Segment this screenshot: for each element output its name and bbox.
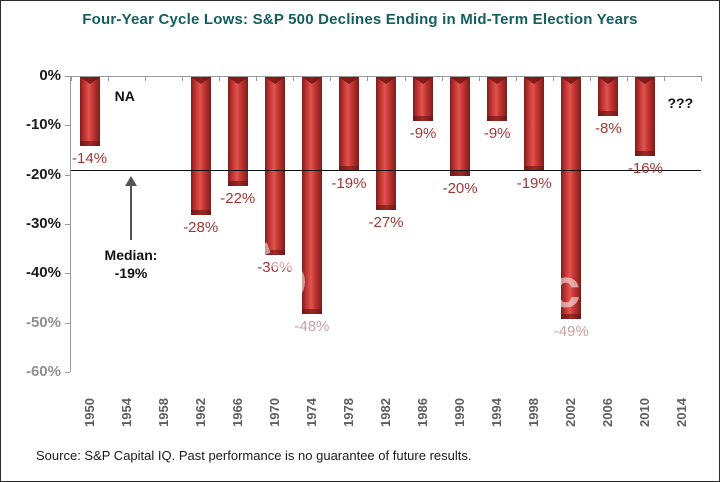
value-axis-line (70, 76, 71, 372)
x-axis-label-1966: 1966 (229, 398, 245, 427)
category-axis-tick (182, 76, 184, 81)
chart-title: Four-Year Cycle Lows: S&P 500 Declines E… (82, 11, 638, 28)
bar-2006 (598, 77, 619, 116)
bar-value-label-1970: -36% (257, 259, 293, 276)
value-axis-tick-label: -40% (25, 264, 61, 282)
unknown-future-label: ??? (667, 95, 694, 111)
bar-value-label-1982: -27% (368, 214, 404, 231)
category-axis-tick (219, 76, 221, 81)
bar-1966 (227, 77, 248, 186)
value-axis-tick (65, 174, 70, 176)
value-axis-tick-label: 0% (39, 67, 61, 84)
category-axis-tick (515, 76, 517, 81)
value-axis-tick-label: -50% (25, 313, 61, 331)
bar-1974 (301, 77, 322, 314)
bar-value-label-1962: -28% (183, 219, 219, 236)
category-axis-tick (701, 76, 702, 81)
value-axis-tick (65, 224, 70, 225)
watermark-text: photobucket (323, 257, 664, 319)
x-axis-label-1962: 1962 (192, 398, 208, 427)
x-axis-label-1994: 1994 (489, 398, 505, 427)
bar-2002 (561, 77, 582, 319)
bar-value-label-2002: -49% (553, 323, 589, 340)
median-line (71, 170, 701, 171)
bar-1986 (413, 77, 434, 121)
category-axis-line (70, 76, 701, 77)
bar-1998 (524, 77, 545, 171)
x-axis-label-1958: 1958 (155, 398, 171, 427)
x-axis-label-2002: 2002 (563, 398, 579, 427)
bar-1962 (190, 77, 211, 215)
median-note: Median: -19% (104, 247, 158, 281)
x-axis-label-1974: 1974 (303, 398, 319, 427)
category-axis-tick (256, 76, 258, 81)
bar-value-label-1986: -9% (409, 125, 437, 142)
median-arrow-icon (125, 176, 137, 186)
bar-value-label-1966: -22% (220, 190, 256, 207)
x-axis-label-1978: 1978 (340, 398, 356, 427)
value-axis-tick-label: -60% (25, 363, 61, 380)
x-axis-label-1970: 1970 (266, 398, 282, 427)
bar-value-label-2006: -8% (595, 120, 622, 137)
bar-value-label-2010: -16% (627, 160, 663, 177)
value-axis-tick-label: -20% (25, 165, 61, 183)
category-axis-tick (589, 76, 591, 81)
x-axis-label-2006: 2006 (600, 398, 616, 427)
bar-value-label-1950: -14% (72, 150, 108, 167)
x-axis-label-1950: 1950 (81, 398, 97, 427)
category-axis-tick (441, 76, 443, 81)
category-axis-tick (108, 76, 110, 81)
bar-1950 (79, 77, 100, 146)
x-axis-label-2010: 2010 (637, 398, 653, 427)
value-axis-tick-label: -10% (25, 116, 61, 134)
source-note: Source: S&P Capital IQ. Past performance… (36, 448, 472, 463)
value-axis-tick-label: -30% (25, 215, 61, 232)
na-label: NA (114, 88, 135, 104)
bar-1970 (264, 77, 285, 255)
category-axis-tick (145, 76, 147, 81)
value-axis-tick (65, 125, 70, 127)
value-axis-tick (65, 76, 70, 77)
category-axis-tick (293, 76, 295, 81)
category-axis-tick (404, 76, 406, 81)
x-axis-label-1982: 1982 (378, 398, 393, 427)
bar-1990 (450, 77, 471, 176)
x-axis-label-1998: 1998 (526, 398, 542, 427)
x-axis-label-1990: 1990 (452, 398, 468, 427)
value-axis-tick (65, 273, 70, 275)
category-axis-tick (367, 76, 369, 81)
category-axis-tick (663, 76, 665, 81)
bar-1982 (376, 77, 396, 210)
bar-1994 (487, 77, 508, 121)
category-axis-tick (330, 76, 332, 81)
bar-value-label-1998: -19% (516, 175, 552, 192)
x-axis-label-1954: 1954 (118, 398, 134, 427)
bar-value-label-1974: -48% (294, 318, 330, 335)
x-axis-label-2014: 2014 (674, 398, 690, 427)
bar-2010 (635, 77, 656, 156)
bar-1978 (338, 77, 359, 171)
value-axis-tick (65, 322, 70, 324)
x-axis-label-1986: 1986 (415, 398, 431, 427)
category-axis-tick (71, 76, 72, 81)
bar-value-label-1978: -19% (331, 175, 367, 192)
category-axis-tick (626, 76, 628, 81)
median-arrow-shaft (130, 185, 132, 240)
plot-area: photobucket -14% -28% -22% -36% -48% -19% -27%… (65, 76, 702, 373)
category-axis-tick (478, 76, 480, 81)
bar-value-label-1994: -9% (483, 125, 511, 142)
bar-value-label-1990: -20% (442, 180, 478, 197)
category-axis-tick (552, 76, 554, 81)
value-axis-tick (65, 372, 70, 373)
